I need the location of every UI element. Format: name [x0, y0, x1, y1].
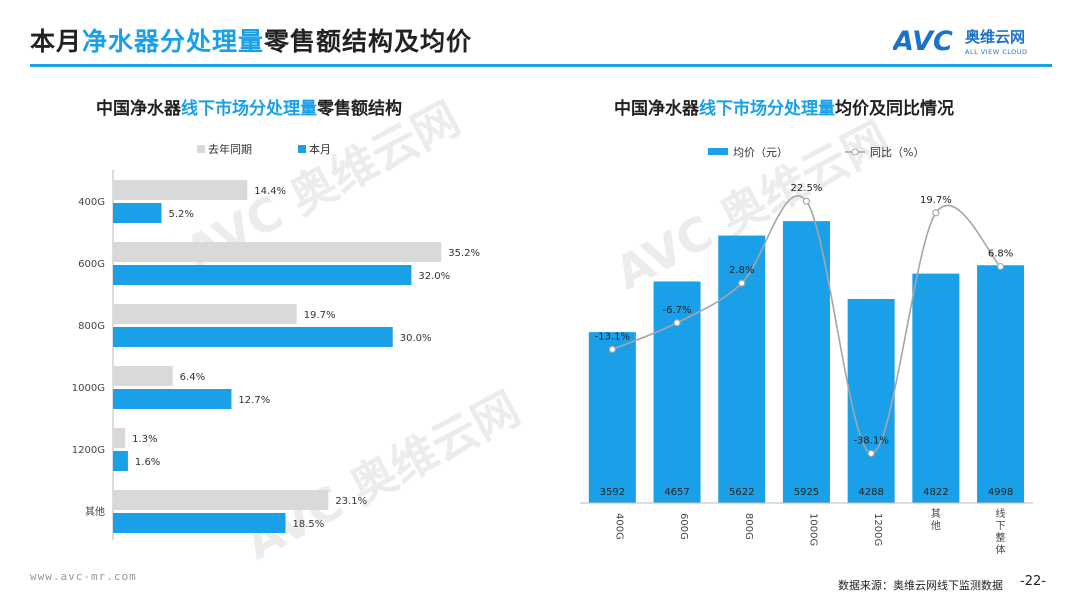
title-part: 零售额结构及均价: [264, 27, 473, 56]
data-label: 6.4%: [180, 372, 205, 383]
legend-swatch-price: [708, 148, 728, 155]
yoy-point: [608, 345, 616, 354]
category-label: 其他: [85, 505, 105, 518]
legend-swatch-lastyear: [197, 145, 205, 153]
right-chart-title: 中国净水器线下市场分处理量均价及同比情况: [614, 99, 954, 119]
yoy-point: [738, 279, 746, 287]
yoy-point: [867, 449, 875, 458]
data-label: 14.4%: [254, 186, 286, 197]
yoy-label: 6.8%: [988, 249, 1013, 260]
bar: [113, 513, 286, 533]
logo-en: ALL VIEW CLOUD: [965, 48, 1028, 56]
category-label: 线下整体: [996, 507, 1006, 556]
category-label: 400G: [78, 197, 105, 208]
bar: [113, 389, 232, 409]
logo-cn: 奥维云网: [965, 28, 1025, 46]
title-highlight: 净水器分处理量: [82, 27, 265, 56]
category-label: 600G: [678, 513, 689, 540]
title-part: 本月: [30, 27, 83, 56]
data-label: 12.7%: [238, 395, 270, 406]
yoy-point: [673, 319, 681, 327]
left-chart-title: 中国净水器线下市场分处理量零售额结构: [96, 99, 402, 119]
yoy-label: -38.1%: [853, 435, 888, 446]
footer-url[interactable]: www.avc-mr.com: [30, 570, 137, 583]
data-label: 1.3%: [132, 434, 157, 445]
yoy-point: [996, 262, 1005, 271]
legend-label: 去年同期: [208, 142, 252, 156]
category-label: 其他: [931, 508, 941, 532]
data-label: 1.6%: [135, 457, 160, 468]
category-label: 800G: [743, 513, 754, 540]
legend-label: 均价（元）: [733, 146, 788, 159]
bar: [113, 304, 297, 324]
page-title: 本月净水器分处理量零售额结构及均价: [30, 22, 472, 58]
bar: [847, 299, 895, 503]
bar: [653, 281, 701, 503]
yoy-label: -6.7%: [663, 305, 692, 316]
category-label: 1200G: [72, 445, 105, 456]
bar: [113, 203, 162, 223]
bar: [782, 221, 830, 503]
bar-value-label: 5925: [794, 487, 819, 498]
left-bar-chart: 去年同期 本月 400G 14.4% 5.2% 600G 35.2% 32.0% 800G 19.…: [72, 142, 480, 540]
category-label: 1000G: [72, 383, 105, 394]
page-number: -22-: [1020, 574, 1046, 589]
legend-label: 同比（%）: [870, 146, 924, 159]
category-label: 800G: [78, 321, 105, 332]
bar-value-label: 3592: [600, 487, 625, 498]
bar: [113, 451, 128, 471]
data-label: 30.0%: [400, 333, 432, 344]
data-label: 35.2%: [448, 248, 480, 259]
bar-value-label: 5622: [729, 487, 754, 498]
data-label: 32.0%: [418, 271, 450, 282]
category-label: 1200G: [872, 513, 883, 546]
data-label: 19.7%: [304, 310, 336, 321]
yoy-label: 22.5%: [791, 183, 823, 194]
right-combo-chart: 均价（元） 同比（%） 3592 400G 4657 600G 5622 800G 5925 10…: [580, 146, 1033, 556]
category-label: 400G: [613, 513, 624, 540]
avc-logo: AVC 奥维云网 ALL VIEW CLOUD: [893, 26, 1028, 57]
yoy-point: [802, 197, 811, 205]
logo-mark: AVC: [893, 26, 953, 57]
bar: [113, 428, 126, 448]
bar: [912, 273, 960, 503]
header-divider: [30, 64, 1052, 67]
bar-value-label: 4288: [858, 487, 883, 498]
yoy-point: [932, 209, 940, 217]
bar: [588, 332, 636, 503]
data-source: 数据来源：奥维云网线下监测数据: [838, 579, 1003, 592]
category-label: 1000G: [807, 513, 818, 546]
bar-value-label: 4822: [923, 487, 948, 498]
bar: [113, 242, 442, 262]
bar: [977, 265, 1025, 503]
yoy-label: -13.1%: [595, 331, 630, 342]
bar-value-label: 4657: [664, 487, 689, 498]
legend-marker: [851, 148, 859, 156]
yoy-label: 19.7%: [920, 195, 952, 206]
data-label: 5.2%: [168, 209, 193, 220]
legend-label: 本月: [309, 142, 331, 156]
data-label: 23.1%: [335, 496, 367, 507]
data-label: 18.5%: [293, 519, 325, 530]
bar: [113, 490, 329, 510]
bar: [113, 180, 248, 200]
bar: [113, 366, 173, 386]
bar: [113, 265, 412, 285]
bar-value-label: 4998: [988, 487, 1013, 498]
bar: [113, 327, 393, 347]
category-label: 600G: [78, 259, 105, 270]
yoy-label: 2.8%: [729, 265, 754, 276]
legend-swatch-thismonth: [298, 145, 306, 153]
